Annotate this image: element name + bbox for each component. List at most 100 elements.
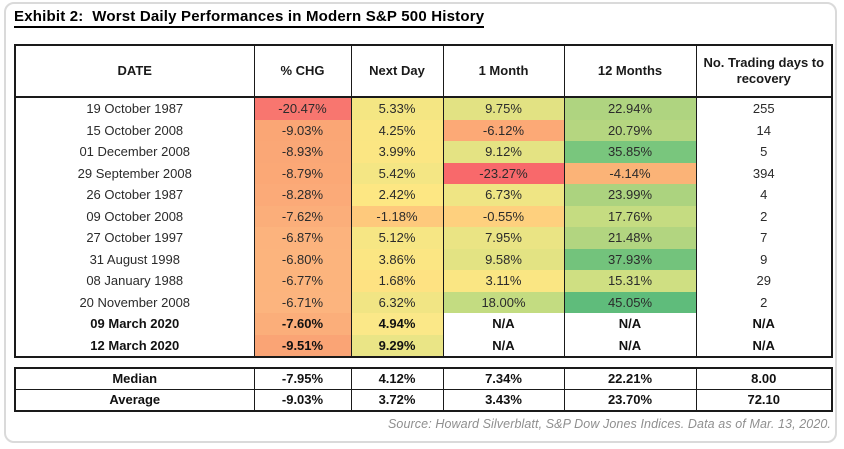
- twelve-months-cell: 21.48%: [563, 227, 697, 249]
- table-row: 09 March 2020 -7.60% 4.94% N/A N/A N/A: [14, 313, 833, 335]
- recovery-cell: 2: [695, 291, 833, 313]
- chg-cell: -9.03%: [253, 119, 352, 141]
- chg-cell: -6.71%: [253, 291, 352, 313]
- chg-cell: -8.28%: [253, 184, 352, 206]
- table-row: 26 October 1987 -8.28% 2.42% 6.73% 23.99% 4: [14, 184, 833, 206]
- twelve-months-cell: N/A: [563, 313, 697, 335]
- twelve-months-cell: 22.94%: [563, 97, 697, 120]
- exhibit-content: Exhibit 2: Worst Daily Performances in M…: [14, 8, 833, 431]
- chg-cell: -8.93%: [253, 141, 352, 163]
- chg-cell: -6.80%: [253, 248, 352, 270]
- date-cell: 27 October 1997: [14, 227, 255, 249]
- date-cell: 19 October 1987: [14, 97, 255, 120]
- next-day-cell: 2.42%: [350, 184, 444, 206]
- twelve-months-cell: 35.85%: [563, 141, 697, 163]
- recovery-cell: 4: [695, 184, 833, 206]
- next-day-cell: 3.86%: [350, 248, 444, 270]
- table-row: 01 December 2008 -8.93% 3.99% 9.12% 35.85% 5: [14, 141, 833, 163]
- twelve-months-cell: 45.05%: [563, 291, 697, 313]
- summary-next-day-cell: 4.12%: [350, 367, 444, 390]
- next-day-cell: 5.42%: [350, 162, 444, 184]
- date-cell: 12 March 2020: [14, 334, 255, 357]
- summary-one-month-cell: 7.34%: [442, 367, 565, 390]
- exhibit-title: Exhibit 2: Worst Daily Performances in M…: [14, 8, 485, 28]
- chg-cell: -8.79%: [253, 162, 352, 184]
- chg-cell: -7.62%: [253, 205, 352, 227]
- date-cell: 09 March 2020: [14, 313, 255, 335]
- twelve-months-cell: 15.31%: [563, 270, 697, 292]
- date-cell: 20 November 2008: [14, 291, 255, 313]
- one-month-cell: -23.27%: [442, 162, 565, 184]
- chg-cell: -7.60%: [253, 313, 352, 335]
- recovery-cell: 14: [695, 119, 833, 141]
- date-cell: 01 December 2008: [14, 141, 255, 163]
- date-cell: 08 January 1988: [14, 270, 255, 292]
- column-header-one-month: 1 Month: [442, 44, 565, 98]
- table-row: 31 August 1998 -6.80% 3.86% 9.58% 37.93% 9: [14, 248, 833, 270]
- recovery-cell: 9: [695, 248, 833, 270]
- summary-recovery-cell: 8.00: [695, 367, 833, 390]
- next-day-cell: 4.94%: [350, 313, 444, 335]
- source-attribution: Source: Howard Silverblatt, S&P Dow Jone…: [388, 417, 831, 431]
- chg-cell: -6.77%: [253, 270, 352, 292]
- summary-one-month-cell: 3.43%: [442, 389, 565, 412]
- recovery-cell: 394: [695, 162, 833, 184]
- one-month-cell: 3.11%: [442, 270, 565, 292]
- summary-label: Average: [14, 389, 255, 412]
- column-header-twelve-months: 12 Months: [563, 44, 697, 98]
- date-cell: 31 August 1998: [14, 248, 255, 270]
- recovery-cell: N/A: [695, 313, 833, 335]
- table-row: 12 March 2020 -9.51% 9.29% N/A N/A N/A: [14, 334, 833, 357]
- one-month-cell: N/A: [442, 334, 565, 357]
- twelve-months-cell: N/A: [563, 334, 697, 357]
- next-day-cell: 5.33%: [350, 97, 444, 120]
- next-day-cell: 4.25%: [350, 119, 444, 141]
- table-row: 29 September 2008 -8.79% 5.42% -23.27% -4.14…: [14, 162, 833, 184]
- table-row: 08 January 1988 -6.77% 1.68% 3.11% 15.31% 29: [14, 270, 833, 292]
- table-row: 09 October 2008 -7.62% -1.18% -0.55% 17.76% 2: [14, 205, 833, 227]
- one-month-cell: 7.95%: [442, 227, 565, 249]
- recovery-cell: N/A: [695, 334, 833, 357]
- date-cell: 29 September 2008: [14, 162, 255, 184]
- next-day-cell: 9.29%: [350, 334, 444, 357]
- chg-cell: -20.47%: [253, 97, 352, 120]
- column-header-recovery: No. Trading days to recovery: [695, 44, 833, 98]
- one-month-cell: 9.12%: [442, 141, 565, 163]
- next-day-cell: -1.18%: [350, 205, 444, 227]
- next-day-cell: 6.32%: [350, 291, 444, 313]
- header-row: DATE% CHG Next Day 1 Month 12 Months No. Tra…: [14, 44, 833, 98]
- next-day-cell: 3.99%: [350, 141, 444, 163]
- table-row: 19 October 1987 -20.47% 5.33% 9.75% 22.94% 25…: [14, 97, 833, 120]
- recovery-cell: 5: [695, 141, 833, 163]
- summary-table: Median -7.95% 4.12% 7.34% 22.21% 8.00 Average -…: [14, 367, 833, 412]
- next-day-cell: 1.68%: [350, 270, 444, 292]
- column-header-chg: % CHG: [253, 44, 352, 98]
- twelve-months-cell: 20.79%: [563, 119, 697, 141]
- column-header-next-day: Next Day: [350, 44, 444, 98]
- one-month-cell: N/A: [442, 313, 565, 335]
- table-row: 27 October 1997 -6.87% 5.12% 7.95% 21.48% 7: [14, 227, 833, 249]
- recovery-cell: 7: [695, 227, 833, 249]
- one-month-cell: 9.75%: [442, 97, 565, 120]
- summary-row-median: Median -7.95% 4.12% 7.34% 22.21% 8.00: [14, 367, 833, 390]
- summary-chg-cell: -9.03%: [253, 389, 352, 412]
- summary-twelve-months-cell: 23.70%: [563, 389, 697, 412]
- column-header-date: DATE: [14, 44, 255, 98]
- twelve-months-cell: 23.99%: [563, 184, 697, 206]
- table-row: 20 November 2008 -6.71% 6.32% 18.00% 45.05% 2: [14, 291, 833, 313]
- twelve-months-cell: 37.93%: [563, 248, 697, 270]
- one-month-cell: -0.55%: [442, 205, 565, 227]
- one-month-cell: 6.73%: [442, 184, 565, 206]
- chg-cell: -9.51%: [253, 334, 352, 357]
- summary-twelve-months-cell: 22.21%: [563, 367, 697, 390]
- summary-chg-cell: -7.95%: [253, 367, 352, 390]
- summary-row-average: Average -9.03% 3.72% 3.43% 23.70% 72.10: [14, 389, 833, 412]
- summary-recovery-cell: 72.10: [695, 389, 833, 412]
- date-cell: 15 October 2008: [14, 119, 255, 141]
- performance-table: DATE% CHG Next Day 1 Month 12 Months No. Tra…: [14, 44, 833, 358]
- recovery-cell: 2: [695, 205, 833, 227]
- chg-cell: -6.87%: [253, 227, 352, 249]
- date-cell: 09 October 2008: [14, 205, 255, 227]
- twelve-months-cell: -4.14%: [563, 162, 697, 184]
- summary-next-day-cell: 3.72%: [350, 389, 444, 412]
